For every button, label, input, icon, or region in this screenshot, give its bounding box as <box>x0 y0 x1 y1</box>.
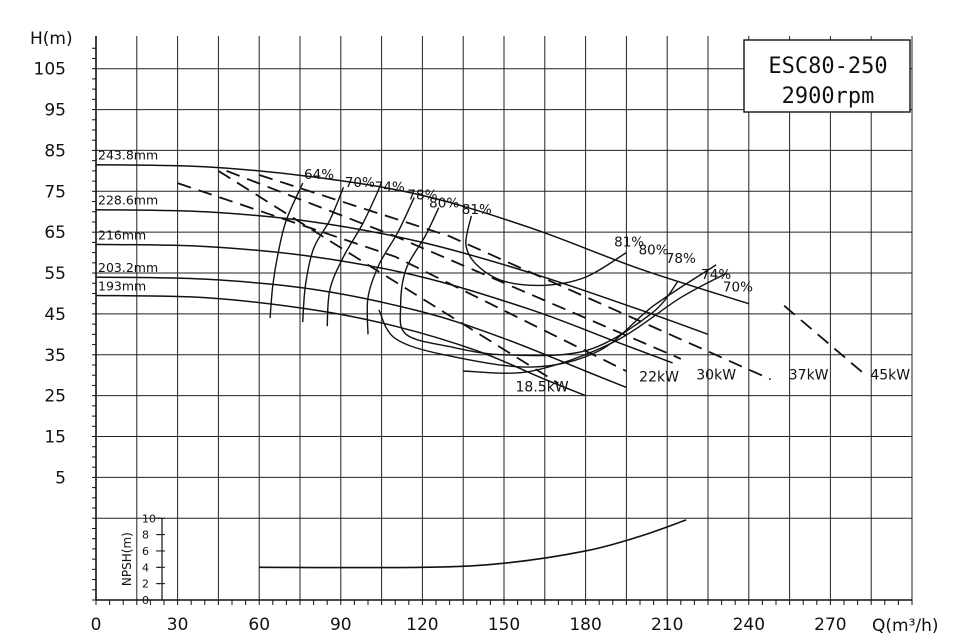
npsh-axis-label: NPSH(m) <box>120 532 134 586</box>
impeller-label: 203.2mm <box>98 260 158 275</box>
power-line <box>217 170 559 385</box>
y-tick-label: 85 <box>44 141 66 161</box>
y-tick-label: 25 <box>44 387 66 407</box>
power-label: 30kW <box>696 367 736 383</box>
efficiency-label: 70% <box>723 279 753 295</box>
x-tick-label: 60 <box>248 615 270 635</box>
efficiency-curve <box>366 197 415 335</box>
curves-layer <box>95 163 867 569</box>
efficiency-label: 81% <box>462 202 492 218</box>
y-tick-label: 95 <box>44 101 66 121</box>
y-tick-label: 35 <box>44 346 66 366</box>
power-line <box>177 182 627 372</box>
y-tick-label: 5 <box>55 468 66 488</box>
impeller-curve <box>95 163 750 305</box>
x-tick-label: 180 <box>569 615 601 635</box>
y-tick-label: 75 <box>44 182 66 202</box>
impeller-curve <box>95 243 673 364</box>
power-label: 37kW <box>789 367 829 383</box>
efficiency-label: 74% <box>375 179 405 195</box>
efficiency-label: 78% <box>666 251 696 267</box>
power-line <box>226 170 682 360</box>
title-box: ESC80-250 2900rpm <box>743 39 911 113</box>
npsh-curve <box>259 519 687 569</box>
y-tick-label: 65 <box>44 223 66 243</box>
power-line <box>783 305 867 376</box>
y-tick-label: 45 <box>44 305 66 325</box>
npsh-tick-label: 10 <box>142 512 156 525</box>
x-tick-label: 240 <box>733 615 765 635</box>
x-axis-label: Q(m³/h) <box>872 616 939 636</box>
grid <box>92 36 913 605</box>
efficiency-curve <box>465 215 627 287</box>
y-axis-label: H(m) <box>30 29 73 49</box>
npsh-tick-label: 2 <box>142 578 149 591</box>
x-tick-label: 150 <box>488 615 520 635</box>
y-tick-label: 55 <box>44 264 66 284</box>
power-line <box>258 174 771 381</box>
y-tick-label: 105 <box>34 60 66 80</box>
efficiency-label: 74% <box>701 267 731 283</box>
x-tick-label: 0 <box>91 615 102 635</box>
labels-layer: 0 30 60 90 120 150 180 210 240 270515253545556575… <box>34 60 911 635</box>
npsh-tick-label: 8 <box>142 529 149 542</box>
efficiency-curve <box>378 264 717 368</box>
power-label: 18.5kW <box>516 380 569 396</box>
x-tick-label: 270 <box>814 615 846 635</box>
chart-title: ESC80-250 <box>768 54 887 79</box>
x-tick-label: 120 <box>406 615 438 635</box>
chart-subtitle: 2900rpm <box>782 84 875 109</box>
power-label: 22kW <box>639 369 679 385</box>
efficiency-label: 80% <box>639 243 669 259</box>
npsh-tick-label: 0 <box>142 594 149 607</box>
npsh-tick-label: 6 <box>142 545 149 558</box>
impeller-label: 216mm <box>98 227 146 242</box>
x-tick-label: 210 <box>651 615 683 635</box>
impeller-curve <box>95 276 627 389</box>
efficiency-curve <box>463 272 728 374</box>
efficiency-label: 80% <box>429 196 459 212</box>
efficiency-label: 78% <box>407 187 437 203</box>
title-box-frame <box>743 39 911 113</box>
impeller-label: 193mm <box>98 279 146 294</box>
efficiency-label: 81% <box>614 234 644 250</box>
efficiency-curve <box>269 182 304 319</box>
x-tick-label: 30 <box>167 615 189 635</box>
impeller-curve <box>95 294 586 397</box>
efficiency-curve <box>302 186 345 323</box>
impeller-label: 228.6mm <box>98 193 158 208</box>
npsh-tick-label: 4 <box>142 561 149 574</box>
y-tick-label: 15 <box>44 428 66 448</box>
efficiency-label: 70% <box>345 175 375 191</box>
efficiency-curve <box>326 188 380 327</box>
x-tick-label: 90 <box>330 615 352 635</box>
efficiency-label: 64% <box>304 167 334 183</box>
power-label: 45kW <box>870 367 910 383</box>
impeller-label: 243.8mm <box>98 148 158 163</box>
